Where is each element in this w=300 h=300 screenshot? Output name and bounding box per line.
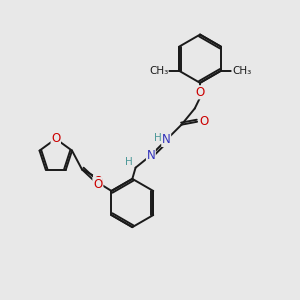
Text: N: N — [162, 134, 171, 146]
Text: H: H — [154, 133, 162, 143]
Text: N: N — [146, 149, 155, 162]
Text: O: O — [51, 132, 60, 145]
Text: O: O — [93, 178, 102, 191]
Text: H: H — [125, 158, 133, 167]
Text: CH₃: CH₃ — [232, 66, 251, 76]
Text: O: O — [199, 115, 208, 128]
Text: O: O — [195, 86, 205, 99]
Text: O: O — [94, 175, 103, 188]
Text: CH₃: CH₃ — [149, 66, 168, 76]
